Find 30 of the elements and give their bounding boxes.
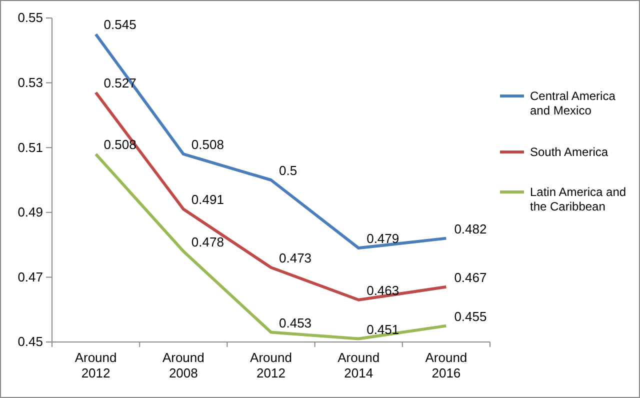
x-tick-label: Around 2014 <box>338 350 380 381</box>
data-label: 0.473 <box>279 250 312 266</box>
y-tick-label: 0.49 <box>18 204 43 220</box>
data-label: 0.451 <box>366 322 400 337</box>
x-tick-label: Around 2016 <box>425 350 468 381</box>
y-tick-label: 0.47 <box>18 269 43 284</box>
y-tick-label: 0.53 <box>18 74 43 90</box>
x-tick-label: Around 2012 <box>74 350 117 381</box>
line-series <box>94 32 448 250</box>
line-series <box>94 152 448 340</box>
data-label: 0.508 <box>191 137 224 152</box>
line-series <box>94 91 448 302</box>
data-label: 0.453 <box>279 315 312 330</box>
y-tick-label: 0.55 <box>18 10 43 26</box>
data-label: 0.467 <box>454 270 487 285</box>
legend-label: South America <box>530 145 608 159</box>
data-label: 0.463 <box>366 282 400 298</box>
data-label: 0.478 <box>191 234 224 250</box>
data-label: 0.482 <box>454 221 487 236</box>
data-label: 0.479 <box>366 231 400 246</box>
x-tick-label: Around 2008 <box>162 350 204 381</box>
legend-label: Latin America and the Caribbean <box>530 185 626 214</box>
x-tick-label: Around 2012 <box>250 350 292 381</box>
y-tick-label: 0.51 <box>18 140 43 155</box>
data-label: 0.455 <box>454 308 487 324</box>
data-label: 0.545 <box>104 17 136 32</box>
y-tick-label: 0.45 <box>18 334 43 350</box>
legend-label: Central America and Mexico <box>530 89 616 118</box>
data-label: 0.491 <box>191 192 224 208</box>
data-label: 0.5 <box>279 163 298 178</box>
